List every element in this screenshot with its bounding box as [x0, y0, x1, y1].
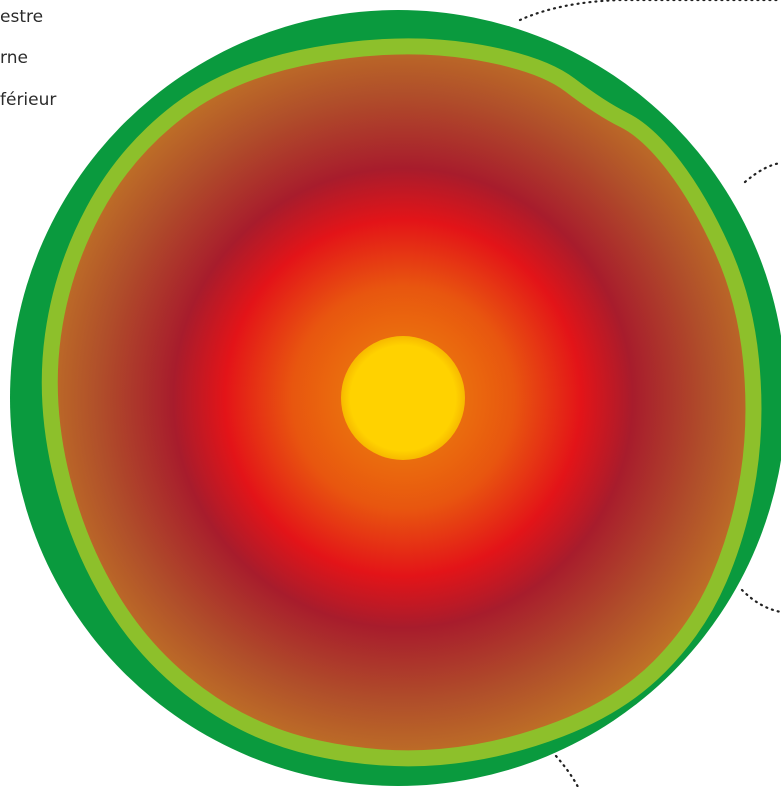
leader-line: [743, 161, 781, 184]
layer-label: rne: [0, 48, 28, 68]
layer-label: férieur: [0, 90, 56, 110]
leader-line: [518, 0, 781, 22]
layer-label: estre: [0, 7, 43, 27]
leader-line: [740, 588, 781, 614]
core: [341, 336, 465, 460]
leader-line: [554, 754, 580, 787]
